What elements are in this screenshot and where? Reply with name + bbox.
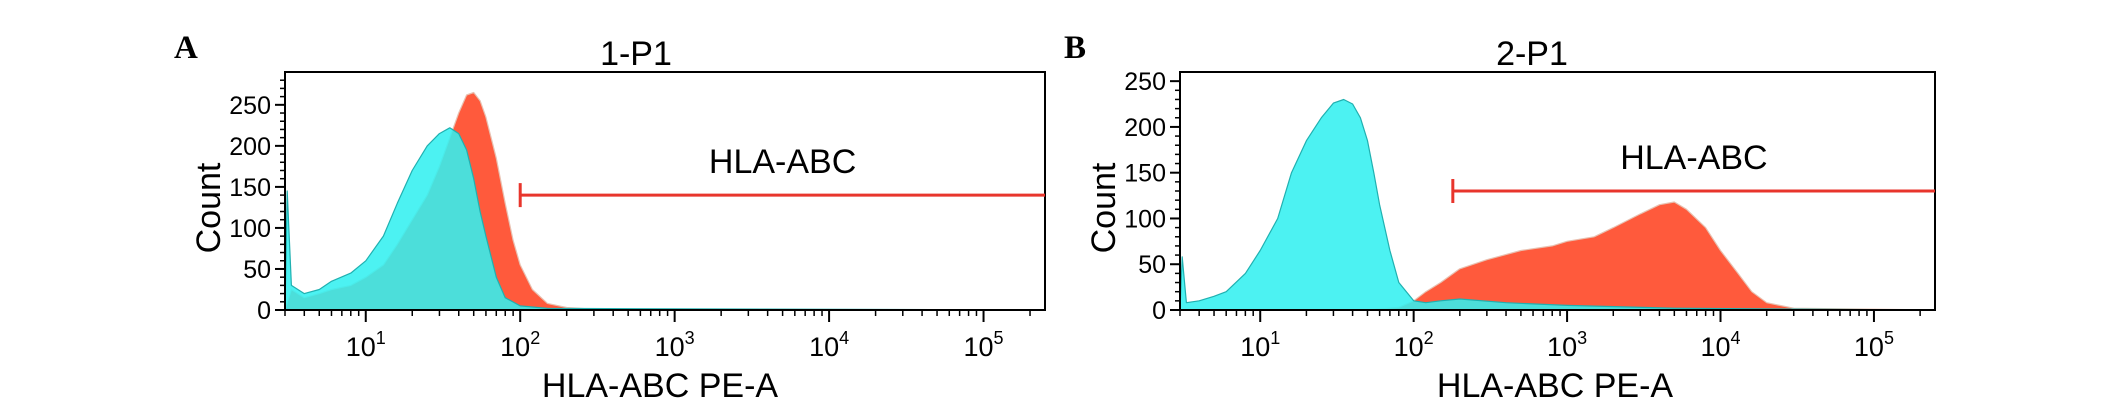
x-tick-label-1e1-b: 101 (1240, 328, 1280, 362)
x-axis-label-a: HLA-ABC PE-A (542, 367, 778, 405)
histogram-series-2-a (284, 127, 1046, 311)
chart-title-a: 1-P1 (600, 35, 672, 73)
x-tick-label-1e2-a: 102 (500, 328, 540, 362)
x-tick-label-1e4-b: 104 (1700, 328, 1740, 362)
x-tick-label-1e5-a: 105 (964, 328, 1004, 362)
x-axis-label-b: HLA-ABC PE-A (1437, 367, 1673, 405)
x-tick-label-1e3-b: 103 (1547, 328, 1587, 362)
panel-letter-b: B (1064, 30, 1086, 66)
histogram-series-2-b (1179, 98, 1936, 311)
y-tick-label-0-a: 0 (257, 297, 271, 325)
y-tick-label-250-b: 250 (1124, 68, 1166, 96)
x-tick-label-1e3-a: 103 (655, 328, 695, 362)
x-tick-label-1e4-a: 104 (809, 328, 849, 362)
panel-a: A 1-P1 Count HLA-ABC PE-A 0 50 100 150 200 25… (174, 30, 1046, 405)
x-tick-label-1e5-b: 105 (1854, 328, 1894, 362)
y-tick-label-100-b: 100 (1124, 205, 1166, 233)
y-tick-label-200-b: 200 (1124, 114, 1166, 142)
y-tick-label-0-b: 0 (1152, 297, 1166, 325)
gate-marker-a (518, 183, 1045, 208)
y-axis-label-a: Count (190, 162, 228, 253)
x-tick-label-1e1-a: 101 (346, 328, 386, 362)
y-tick-label-200-a: 200 (229, 133, 271, 161)
panel-letter-a: A (174, 30, 198, 66)
histogram-series-1-b (1179, 201, 1936, 311)
y-tick-label-50-a: 50 (243, 256, 271, 284)
gate-label-b: HLA-ABC (1620, 139, 1767, 177)
y-tick-label-150-b: 150 (1124, 160, 1166, 188)
plot-area-a: 0 50 100 150 200 250 101 102 103 104 105 HLA-ABC (229, 71, 1046, 362)
chart-title-b: 2-P1 (1496, 35, 1568, 73)
y-axis-label-b: Count (1085, 162, 1123, 253)
y-tick-label-250-a: 250 (229, 92, 271, 120)
plot-frame-a (284, 71, 1046, 311)
y-tick-label-150-a: 150 (229, 174, 271, 202)
plot-area-b: 0 50 100 150 200 250 101 102 103 104 105 HLA-ABC (1124, 68, 1936, 362)
gate-marker-b (1451, 179, 1935, 203)
y-tick-label-100-a: 100 (229, 215, 271, 243)
panel-b: B 2-P1 Count HLA-ABC PE-A 0 50 100 150 200 25… (1064, 30, 1936, 405)
y-tick-label-50-b: 50 (1138, 251, 1166, 279)
x-tick-label-1e2-b: 102 (1394, 328, 1434, 362)
gate-label-a: HLA-ABC (709, 143, 856, 181)
